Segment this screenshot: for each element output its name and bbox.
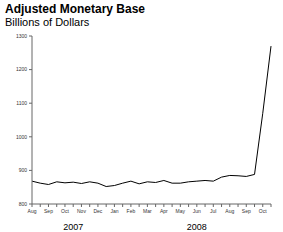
svg-text:1000: 1000 [16,134,27,140]
svg-text:Sep: Sep [44,208,53,214]
html-text:Billions of Dollars: Billions of Dollars [5,16,90,28]
svg-text:Jan: Jan [110,208,118,214]
svg-text:Aug: Aug [28,208,37,214]
svg-text:1200: 1200 [16,66,27,72]
svg-text:Apr: Apr [160,208,168,214]
svg-text:Oct: Oct [61,208,69,214]
svg-text:May: May [176,208,186,214]
svg-text:Feb: Feb [127,208,136,214]
svg-text:800: 800 [19,201,28,207]
svg-text:2008: 2008 [187,222,207,230]
svg-text:Nov: Nov [77,208,86,214]
svg-text:1300: 1300 [16,33,27,39]
svg-text:2007: 2007 [63,222,83,230]
svg-text:Aug: Aug [225,208,234,214]
svg-text:Oct: Oct [259,208,267,214]
svg-text:Dec: Dec [93,208,102,214]
svg-text:900: 900 [19,167,28,173]
html-text:Adjusted Monetary Base: Adjusted Monetary Base [5,2,145,16]
svg-text:Jun: Jun [193,208,201,214]
svg-text:1100: 1100 [16,100,27,106]
svg-text:Jul: Jul [210,208,216,214]
svg-text:Sep: Sep [242,208,251,214]
svg-text:Mar: Mar [143,208,152,214]
